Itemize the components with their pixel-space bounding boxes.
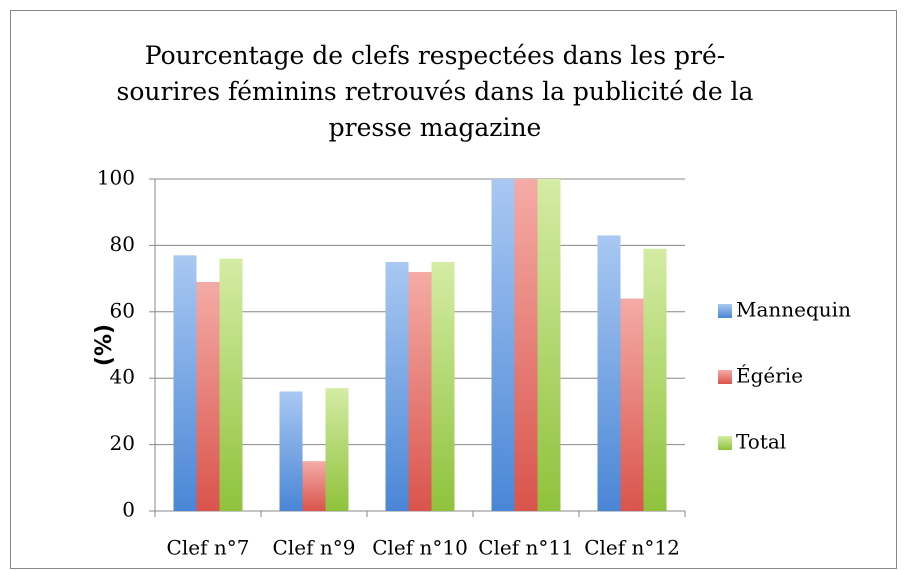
bar: [620, 298, 644, 511]
bar: [196, 281, 220, 511]
bar: [325, 388, 349, 511]
y-tick-label: 100: [97, 166, 135, 190]
y-axis-label: (%): [92, 324, 117, 366]
bar: [279, 391, 303, 511]
y-tick-label: 80: [110, 232, 135, 256]
x-tick-label: Clef n°11: [478, 536, 574, 560]
bar: [537, 179, 561, 511]
legend-swatch: [718, 304, 732, 318]
x-tick-label: Clef n°10: [372, 536, 468, 560]
bar: [385, 262, 409, 511]
bar: [597, 235, 621, 511]
y-tick-label: 20: [110, 431, 135, 455]
bar: [219, 258, 243, 511]
legend-swatch: [718, 370, 732, 384]
bar: [491, 179, 515, 511]
legend-swatch: [718, 436, 732, 450]
bar: [643, 248, 667, 511]
x-tick-label: Clef n°7: [167, 536, 250, 560]
legend-label: Total: [736, 430, 786, 454]
y-tick-label: 0: [122, 498, 135, 522]
chart-border: [10, 10, 897, 569]
bar: [431, 262, 455, 511]
bar: [302, 461, 326, 511]
bar: [514, 179, 538, 511]
x-tick-label: Clef n°12: [584, 536, 680, 560]
chart-title: Pourcentage de clefs respectées dans les…: [116, 41, 754, 142]
bar: [173, 255, 197, 511]
bar: [408, 271, 432, 511]
y-tick-label: 40: [110, 365, 135, 389]
legend-label: Égérie: [736, 364, 803, 388]
x-tick-label: Clef n°9: [273, 536, 356, 560]
legend-label: Mannequin: [736, 298, 851, 322]
y-tick-label: 60: [110, 298, 135, 322]
